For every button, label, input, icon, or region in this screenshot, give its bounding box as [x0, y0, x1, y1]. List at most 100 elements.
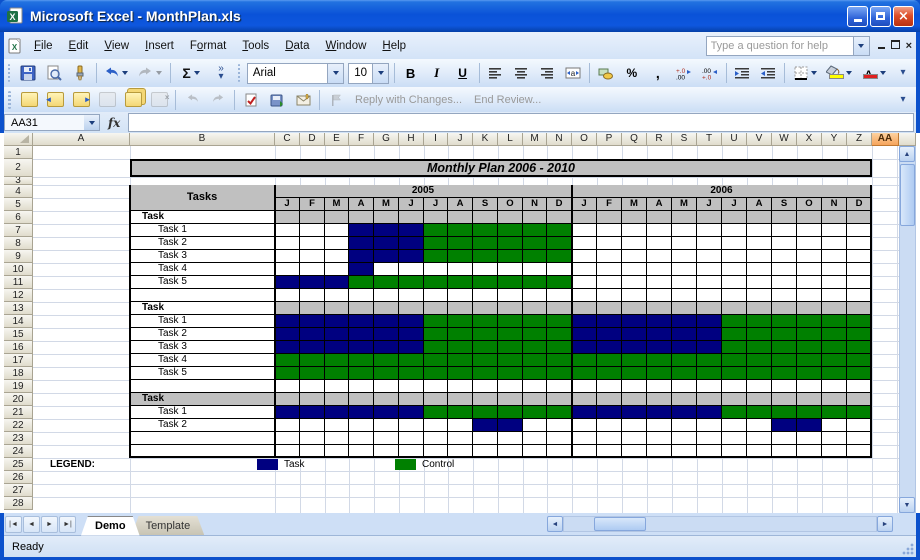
row-header-24[interactable]: 24	[4, 445, 33, 458]
row-header-7[interactable]: 7	[4, 224, 33, 237]
toolbar-options-button[interactable]: ▾	[890, 89, 916, 111]
grid-cell[interactable]	[822, 328, 847, 341]
grid-cell[interactable]	[547, 393, 572, 406]
grid-cell[interactable]	[374, 341, 399, 354]
name-box[interactable]: AA31	[4, 114, 100, 131]
new-comment-button[interactable]	[16, 89, 42, 111]
grid-cell[interactable]	[275, 432, 300, 445]
tab-demo[interactable]: Demo	[81, 516, 140, 536]
column-header-T[interactable]: T	[697, 133, 722, 146]
comma-style-button[interactable]: ,	[655, 65, 660, 81]
grid-cell[interactable]	[325, 289, 349, 302]
menu-insert[interactable]: Insert	[145, 39, 174, 52]
year-2005-header[interactable]: 2005	[275, 185, 572, 198]
column-header-O[interactable]: O	[572, 133, 597, 146]
grid-cell[interactable]	[647, 419, 672, 432]
grid-cell[interactable]	[847, 432, 872, 445]
grid-cell[interactable]	[498, 276, 523, 289]
grid-cell[interactable]	[572, 224, 597, 237]
menu-format[interactable]: Format	[189, 39, 227, 52]
grid-cell[interactable]	[325, 315, 349, 328]
month-header[interactable]: O	[797, 198, 822, 211]
grid-cell[interactable]	[498, 315, 523, 328]
grid-cell[interactable]	[399, 224, 424, 237]
grid-cell[interactable]	[847, 276, 872, 289]
grid-cell[interactable]	[275, 250, 300, 263]
grid-cell[interactable]	[448, 237, 473, 250]
last-sheet-button[interactable]: ►|	[59, 515, 76, 533]
grid-cell[interactable]	[797, 224, 822, 237]
italic-button[interactable]: I	[434, 65, 440, 80]
column-header-F[interactable]: F	[349, 133, 374, 146]
grid-cell[interactable]	[772, 432, 797, 445]
menu-tools[interactable]: Tools	[242, 39, 270, 52]
grid-cell[interactable]	[523, 289, 547, 302]
grid-cell[interactable]	[622, 393, 647, 406]
grid-cell[interactable]	[374, 406, 399, 419]
grid-cell[interactable]	[772, 328, 797, 341]
grid-cell[interactable]	[722, 328, 747, 341]
grid-cell[interactable]	[672, 224, 697, 237]
grid-cell[interactable]	[547, 354, 572, 367]
row-header-20[interactable]: 20	[4, 393, 33, 406]
grid-cell[interactable]	[797, 289, 822, 302]
grid-cell[interactable]	[697, 393, 722, 406]
grid-cell[interactable]	[275, 263, 300, 276]
grid-cell[interactable]	[572, 237, 597, 250]
grid-cell[interactable]	[722, 354, 747, 367]
grid-cell[interactable]	[797, 367, 822, 380]
grid-cell[interactable]	[374, 315, 399, 328]
grid-cell[interactable]	[672, 432, 697, 445]
section-label-cell[interactable]: Task	[130, 393, 275, 406]
grid-cell[interactable]	[747, 419, 772, 432]
grid-cell[interactable]	[523, 393, 547, 406]
grid-cell[interactable]	[424, 315, 448, 328]
task-label-cell[interactable]: Task 4	[130, 354, 275, 367]
grid-cell[interactable]	[498, 393, 523, 406]
grid-cell[interactable]	[722, 419, 747, 432]
grid-cell[interactable]	[597, 302, 622, 315]
grid-cell[interactable]	[647, 393, 672, 406]
grid-cell[interactable]	[797, 406, 822, 419]
grid-cell[interactable]	[672, 315, 697, 328]
grid-cell[interactable]	[722, 432, 747, 445]
grid-cell[interactable]	[275, 380, 300, 393]
grid-cell[interactable]	[597, 419, 622, 432]
row-header-15[interactable]: 15	[4, 328, 33, 341]
grid-cell[interactable]	[300, 341, 325, 354]
grid-cell[interactable]	[772, 315, 797, 328]
grid-cell[interactable]	[747, 328, 772, 341]
grid-cell[interactable]	[772, 419, 797, 432]
grid-cell[interactable]	[448, 367, 473, 380]
grid-cell[interactable]	[399, 354, 424, 367]
grid-cell[interactable]	[547, 367, 572, 380]
grid-cell[interactable]	[697, 328, 722, 341]
month-header[interactable]: N	[822, 198, 847, 211]
grid-cell[interactable]	[275, 393, 300, 406]
grid-cell[interactable]	[448, 406, 473, 419]
grid-cell[interactable]	[647, 224, 672, 237]
grid-cell[interactable]	[523, 276, 547, 289]
grid-cell[interactable]	[275, 302, 300, 315]
grid-cell[interactable]	[647, 302, 672, 315]
grid-cell[interactable]	[772, 341, 797, 354]
grid-cell[interactable]	[473, 341, 498, 354]
grid-cell[interactable]	[300, 315, 325, 328]
grid-cell[interactable]	[473, 237, 498, 250]
grid-cell[interactable]	[647, 380, 672, 393]
grid-cell[interactable]	[448, 224, 473, 237]
grid-cell[interactable]	[325, 380, 349, 393]
grid-cell[interactable]	[300, 276, 325, 289]
grid-cell[interactable]	[275, 224, 300, 237]
grid-cell[interactable]	[349, 315, 374, 328]
grid-cell[interactable]	[622, 406, 647, 419]
grid-cell[interactable]	[448, 380, 473, 393]
grid-cell[interactable]	[747, 289, 772, 302]
column-header-K[interactable]: K	[473, 133, 498, 146]
grid-cell[interactable]	[647, 432, 672, 445]
grid-cell[interactable]	[399, 406, 424, 419]
grid-cell[interactable]	[722, 406, 747, 419]
grid-cell[interactable]	[399, 328, 424, 341]
grid-cell[interactable]	[498, 419, 523, 432]
align-center-button[interactable]	[508, 62, 534, 84]
